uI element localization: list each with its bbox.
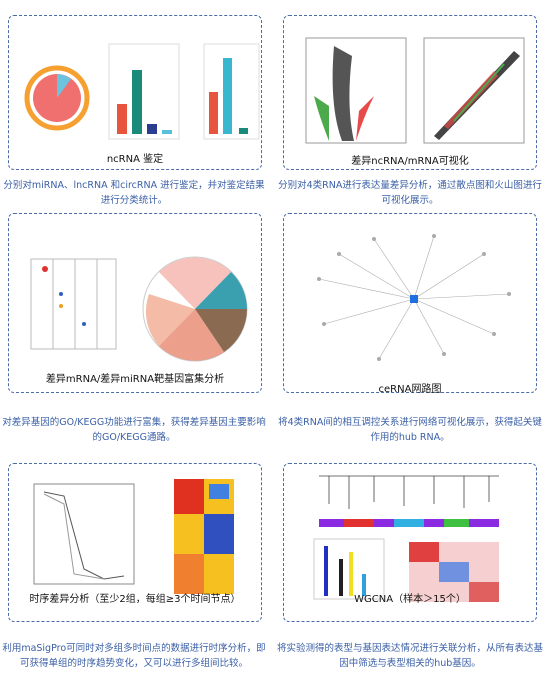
illustration (24, 43, 260, 140)
panel-title: ceRNA网路图 (378, 384, 442, 395)
panel: 差异ncRNA/mRNA可视化 (283, 15, 537, 170)
panel: ceRNA网路图 (283, 213, 537, 395)
panel: WGCNA（样本＞15个） (283, 463, 537, 622)
panel-description: 分别对miRNA、lncRNA 和circRNA 进行鉴定，并对鉴定结果进行分类… (3, 180, 265, 206)
panel-description: 对差异基因的GO/KEGG功能进行富集，获得差异基因主要影响的GO/KEGG通路… (2, 417, 266, 443)
panel-description: 将实验测得的表型与基因表达情况进行关联分析，从所有表达基因中筛选与表型相关的hu… (276, 643, 543, 669)
panel-title: 差异mRNA/差异miRNA靶基因富集分析 (45, 374, 225, 385)
panel-title: 时序差异分析（至少2组，每组≥3个时间节点） (29, 594, 241, 605)
illustration (305, 37, 525, 144)
panel: 时序差异分析（至少2组，每组≥3个时间节点） (8, 463, 262, 622)
illustration (33, 479, 234, 594)
illustration (313, 475, 499, 602)
panel: ncRNA 鉴定 (8, 15, 262, 170)
panel-description: 将4类RNA间的相互调控关系进行网络可视化展示，获得起关键作用的hub RNA。 (278, 417, 542, 443)
panel-title: WGCNA（样本＞15个） (354, 594, 466, 605)
panel-title: 差异ncRNA/mRNA可视化 (351, 156, 469, 167)
panel-description: 利用maSigPro可同时对多组多时间点的数据进行时序分析，即可获得单组的时序趋… (2, 643, 266, 669)
panel-description: 分别对4类RNA进行表达量差异分析，通过散点图和火山图进行可视化展示。 (278, 180, 542, 206)
illustration (317, 234, 511, 361)
panel-title: ncRNA 鉴定 (106, 154, 164, 165)
panel: 差异mRNA/差异miRNA靶基因富集分析 (8, 213, 262, 393)
illustration (30, 256, 248, 362)
